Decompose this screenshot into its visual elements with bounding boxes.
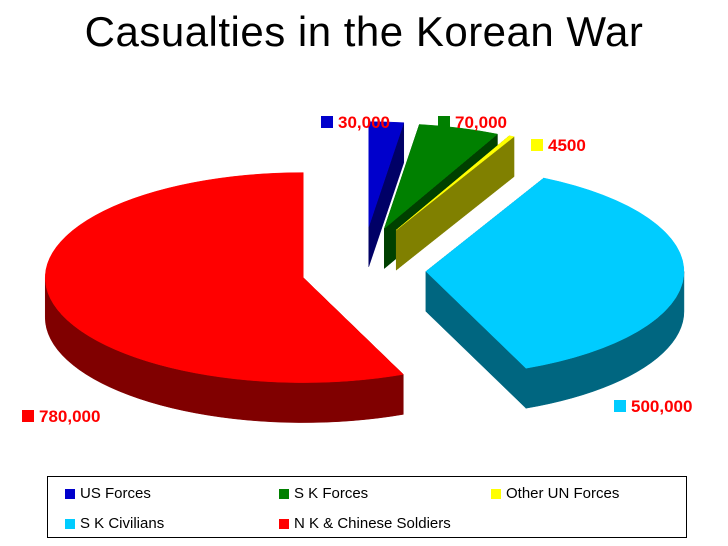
legend-item-other-un-forces: Other UN Forces <box>491 485 619 502</box>
data-label-swatch-sk-civilians <box>614 400 626 412</box>
data-label-sk-civilians: 500,000 <box>631 397 692 416</box>
legend-item-us-forces: US Forces <box>65 485 151 502</box>
pie-slice-nk-chinese-soldiers <box>45 173 403 423</box>
legend-label: US Forces <box>80 485 151 502</box>
data-label-swatch-sk-forces <box>438 116 450 128</box>
data-label-swatch-nk-chinese-soldiers <box>22 410 34 422</box>
data-label-other-un-forces: 4500 <box>548 136 586 155</box>
legend-swatch <box>279 519 289 529</box>
legend-label: S K Civilians <box>80 515 164 532</box>
legend-item-sk-civilians: S K Civilians <box>65 515 164 532</box>
legend-label: N K & Chinese Soldiers <box>294 515 451 532</box>
legend-label: S K Forces <box>294 485 368 502</box>
data-label-us-forces: 30,000 <box>338 113 390 132</box>
legend-item-sk-forces: S K Forces <box>279 485 368 502</box>
legend-swatch <box>491 489 501 499</box>
legend-swatch <box>65 489 75 499</box>
data-label-nk-chinese-soldiers: 780,000 <box>39 407 100 426</box>
data-label-swatch-us-forces <box>321 116 333 128</box>
legend-swatch <box>65 519 75 529</box>
legend-swatch <box>279 489 289 499</box>
data-label-swatch-other-un-forces <box>531 139 543 151</box>
legend-label: Other UN Forces <box>506 485 619 502</box>
legend: US Forces S K Forces Other UN Forces S K… <box>47 476 687 538</box>
legend-item-nk-chinese-soldiers: N K & Chinese Soldiers <box>279 515 451 532</box>
data-label-sk-forces: 70,000 <box>455 113 507 132</box>
